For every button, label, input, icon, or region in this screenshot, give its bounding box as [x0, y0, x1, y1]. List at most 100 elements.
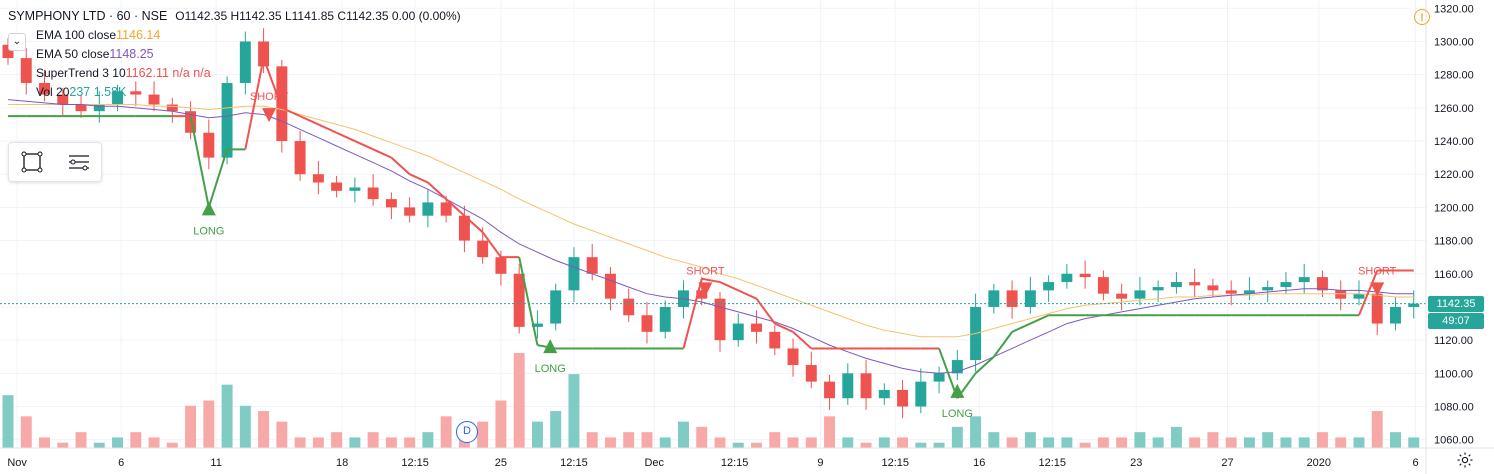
candle-body	[641, 315, 653, 332]
volume-bar	[312, 437, 324, 448]
candle-body	[805, 365, 817, 382]
volume-bar	[842, 437, 854, 448]
volume-bar	[258, 411, 270, 448]
candle-body	[1079, 273, 1091, 278]
supertrend-segment	[299, 115, 319, 126]
drawing-toolbox[interactable]	[8, 142, 102, 182]
candle-body	[1097, 277, 1109, 294]
volume-bar	[39, 437, 50, 448]
volume-bar	[1170, 426, 1182, 448]
volume-bar	[239, 405, 251, 448]
candle-body	[349, 187, 361, 191]
candle-body	[586, 257, 598, 274]
supertrend-segment	[262, 57, 283, 109]
supertrend-segment	[481, 231, 502, 258]
legend-ema50[interactable]: EMA 50 close 1148.25	[8, 44, 461, 63]
legend-collapse-button[interactable]: ⌄	[8, 33, 26, 51]
legend-volume[interactable]: Vol 20 237 1.58K	[8, 82, 461, 101]
warning-icon[interactable]: !	[1414, 9, 1430, 25]
candle-body	[440, 202, 452, 216]
candle-body	[513, 273, 525, 327]
settings-lines-button[interactable]	[55, 143, 101, 181]
candle-body	[331, 182, 343, 191]
price-tick-label: 1200.00	[1434, 202, 1474, 214]
volume-bar	[531, 421, 543, 448]
long-signal-label: LONG	[535, 363, 566, 375]
volume-bar	[513, 353, 525, 448]
time-tick-label: 23	[1130, 457, 1142, 469]
volume-bar	[623, 432, 635, 448]
volume-bar	[1134, 432, 1146, 448]
candle-body	[878, 389, 890, 399]
candle-body	[130, 91, 142, 95]
candle-body	[1243, 290, 1255, 294]
volume-bar	[970, 416, 982, 448]
gear-icon[interactable]	[1456, 451, 1474, 469]
legend-supertrend[interactable]: SuperTrend 3 10 1162.11 n/a n/a	[8, 63, 461, 82]
time-axis[interactable]: Nov 6 11 18 12:15 25 12:15 Dec 12:15 9 12:15 16 12:1…	[0, 447, 1494, 469]
volume-bar	[477, 421, 489, 448]
indicator-name: EMA 50 close	[36, 46, 110, 61]
symbol-title[interactable]: SYMPHONY LTD · 60 · NSE	[8, 8, 168, 23]
candle-body	[751, 323, 762, 332]
volume-bar	[1262, 432, 1274, 448]
indicator-value: 1146.14	[116, 27, 161, 42]
indicator-value: 237 1.58K	[69, 84, 127, 99]
candle-body	[1116, 293, 1128, 299]
volume-bar	[1061, 437, 1073, 448]
time-tick-label: 11	[210, 457, 221, 469]
candle-body	[1207, 285, 1219, 291]
time-tick-label: 6	[118, 457, 124, 469]
volume-bar	[769, 432, 781, 448]
supertrend-segment	[719, 281, 739, 292]
candle-body	[696, 290, 708, 299]
candle-body	[495, 257, 507, 274]
candle-body	[1408, 303, 1420, 307]
candle-body	[531, 323, 543, 327]
volume-bar	[20, 416, 32, 448]
supertrend-segment	[244, 57, 265, 150]
rectangle-tool-button[interactable]	[9, 143, 55, 181]
last-price-label: 1142.35	[1428, 295, 1484, 312]
candle-body	[312, 174, 324, 183]
candle-body	[951, 360, 963, 374]
candle-body	[860, 373, 872, 399]
candle-body	[1189, 282, 1201, 286]
candle-body	[20, 58, 32, 83]
volume-bar	[1043, 437, 1055, 448]
time-tick-label: 18	[336, 457, 348, 469]
volume-bar	[1335, 437, 1347, 448]
indicator-name: SuperTrend 3 10	[36, 65, 126, 80]
candle-body	[148, 94, 160, 105]
price-tick-label: 1260.00	[1434, 103, 1474, 115]
volume-bar	[933, 442, 945, 448]
candle-body	[1280, 282, 1292, 288]
countdown-label: 49:07	[1428, 312, 1484, 329]
volume-bar	[75, 432, 87, 448]
volume-bar	[678, 421, 689, 448]
time-tick-label: 12:15	[401, 457, 429, 469]
dividend-badge[interactable]: D	[456, 421, 478, 443]
short-signal-arrow	[262, 108, 277, 123]
price-axis[interactable]: 1060.001080.001100.001120.001140.001160.…	[1425, 0, 1474, 474]
candle-body	[1134, 290, 1146, 299]
time-tick-label: 6	[1413, 457, 1419, 469]
candle-body	[842, 373, 854, 399]
ema50-line	[7, 99, 1414, 374]
volume-bar	[751, 442, 762, 448]
price-tick-label: 1240.00	[1434, 136, 1474, 148]
volume-bar	[568, 374, 580, 448]
price-tick-label: 1320.00	[1434, 3, 1474, 15]
candle-body	[203, 132, 215, 158]
price-tick-label: 1180.00	[1434, 236, 1473, 248]
volume-bar	[1189, 437, 1201, 448]
volume-bar	[1408, 437, 1420, 448]
candle-body	[57, 94, 69, 105]
candle-body	[1262, 287, 1274, 291]
candle-body	[732, 323, 744, 341]
candle-body	[787, 348, 799, 366]
candle-body	[1024, 290, 1036, 307]
volume-bar	[1298, 437, 1310, 448]
legend-ema100[interactable]: EMA 100 close 1146.14	[8, 25, 461, 44]
